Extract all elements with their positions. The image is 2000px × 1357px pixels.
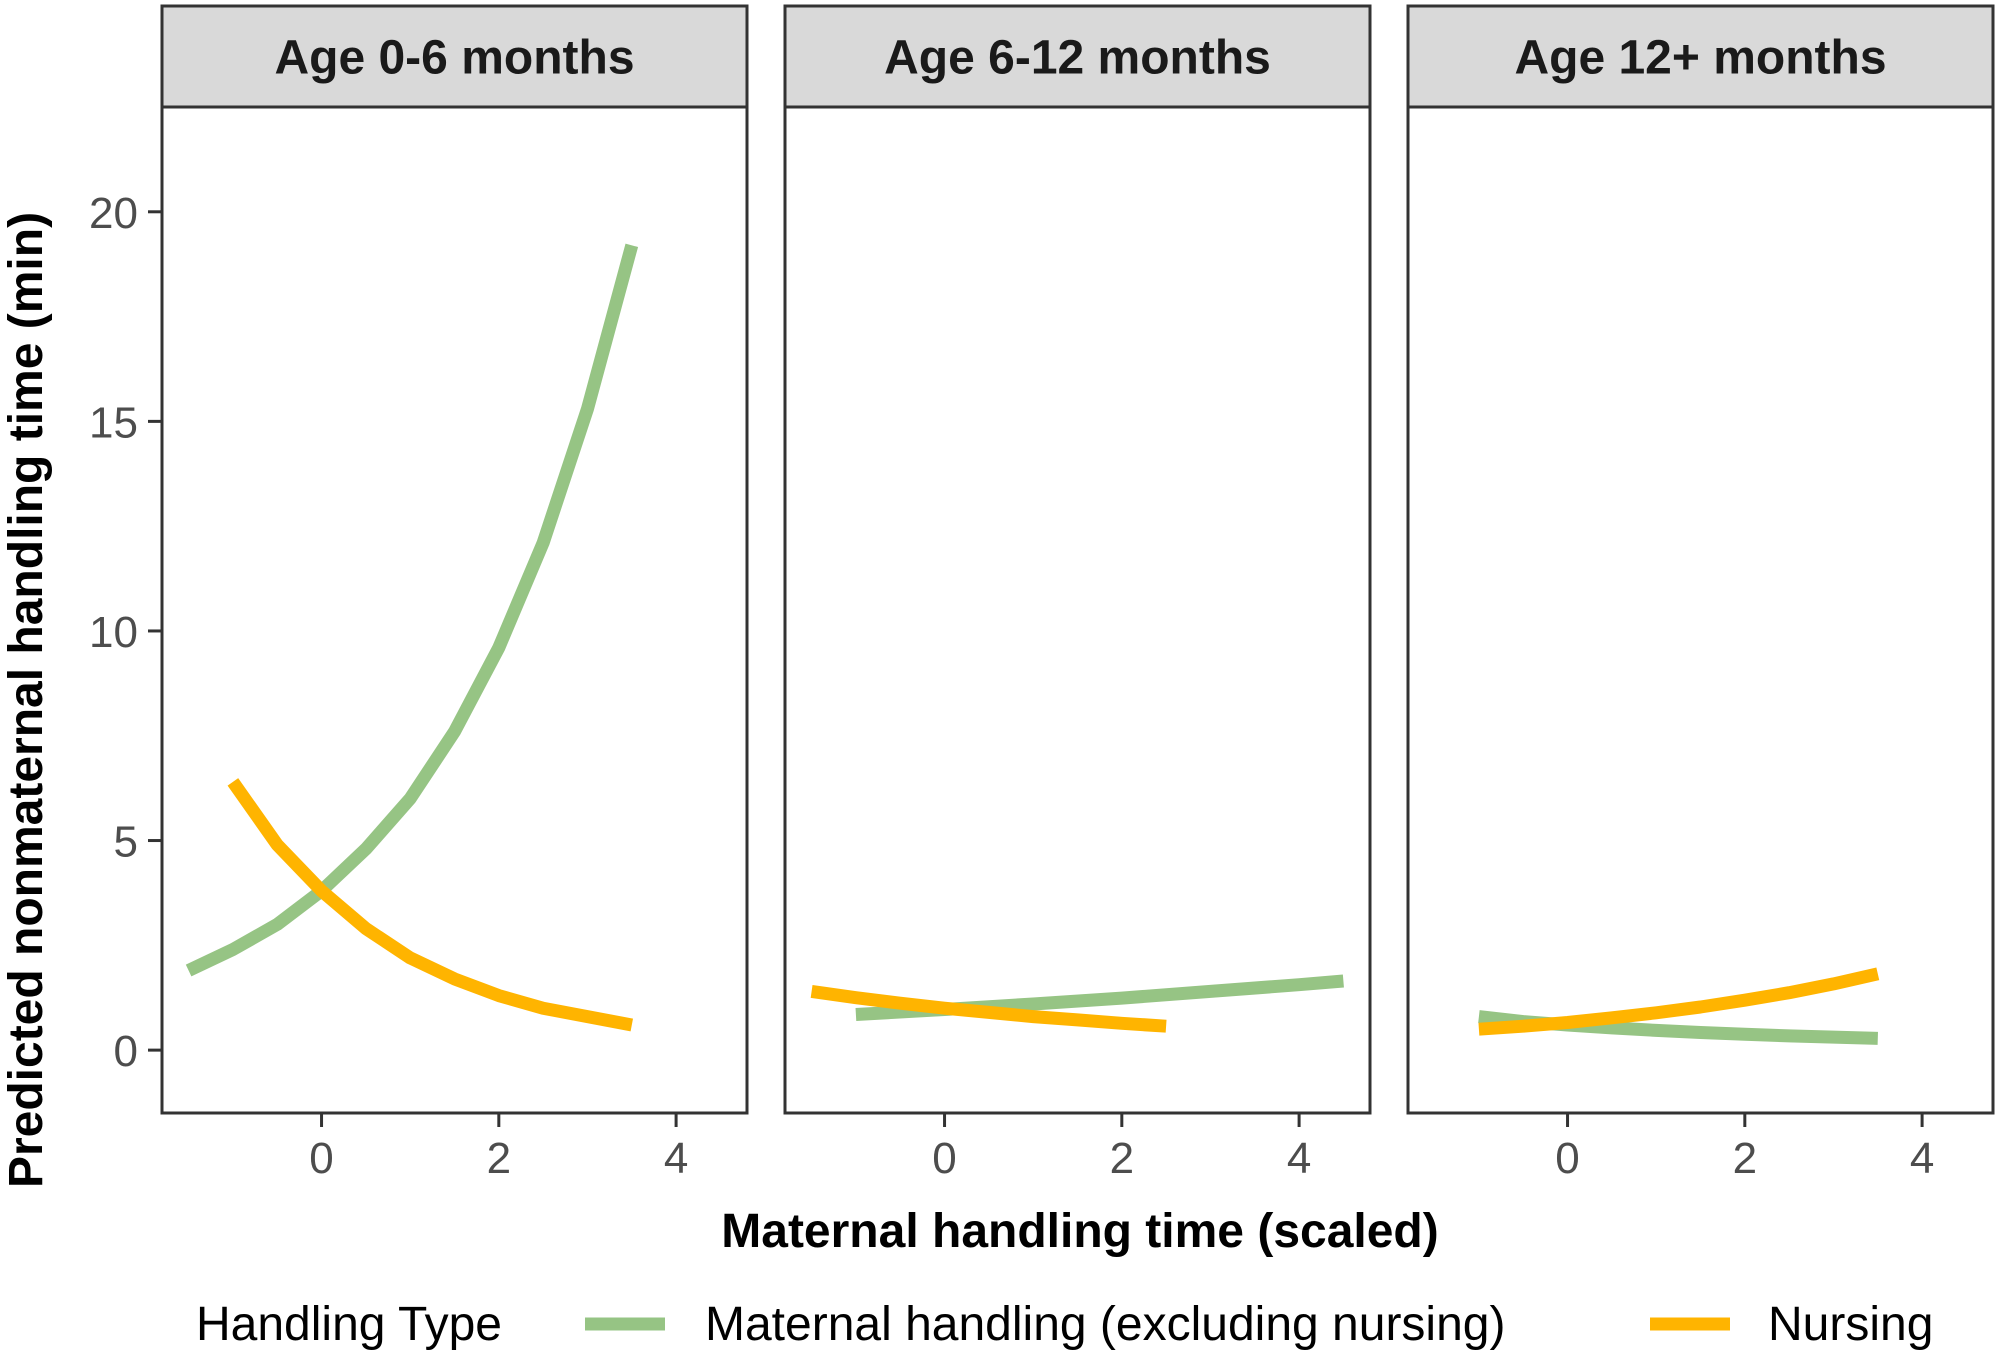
strip-background	[783, 4, 1372, 109]
x-tick-label: 0	[309, 1134, 333, 1183]
y-tick-label: 0	[114, 1027, 138, 1076]
legend-title: Handling Type	[196, 1298, 502, 1351]
x-tick-label: 4	[1910, 1134, 1934, 1183]
series-group	[185, 243, 639, 1032]
strip-label: Age 6-12 months	[884, 32, 1271, 85]
x-axis-title: Maternal handling time (scaled)	[721, 1205, 1438, 1258]
y-tick-label: 5	[114, 818, 138, 867]
x-tick-label: 2	[487, 1134, 511, 1183]
series-line-nursing	[227, 778, 634, 1032]
legend: Handling Type Maternal handling (excludi…	[196, 1298, 1933, 1351]
y-axis-title: Predicted nonmaternal handling time (min…	[0, 212, 53, 1188]
series-line-nursing	[810, 984, 1167, 1033]
x-tick-label: 0	[932, 1134, 956, 1183]
y-axis: 0 5 10 15 20	[89, 189, 162, 1076]
panel-border	[1406, 105, 1995, 1115]
y-tick-label: 20	[89, 189, 138, 238]
panel-age-6-12-months: Age 6-12 months 0 2 4	[783, 4, 1372, 1183]
plot-background	[1408, 107, 1993, 1113]
plot-background	[162, 107, 747, 1113]
panel-border	[160, 105, 749, 1115]
x-tick-label: 4	[664, 1134, 688, 1183]
panel-border	[783, 105, 1372, 1115]
x-tick-label: 0	[1555, 1134, 1579, 1183]
x-tick-label: 2	[1110, 1134, 1134, 1183]
x-tick-label: 2	[1733, 1134, 1757, 1183]
panel-age-12-months: Age 12+ months 0 2 4	[1406, 4, 1995, 1183]
panel-age-0-6-months: Age 0-6 months 0 2 4	[160, 4, 749, 1183]
strip-background	[160, 4, 749, 109]
legend-label-nursing: Nursing	[1768, 1298, 1933, 1351]
series-line-nursing	[1478, 967, 1880, 1036]
legend-label-maternal-handling: Maternal handling (excluding nursing)	[705, 1298, 1505, 1351]
x-tick-label: 4	[1287, 1134, 1311, 1183]
plot-background	[785, 107, 1370, 1113]
series-group	[1478, 967, 1880, 1045]
series-group	[810, 974, 1344, 1033]
strip-label: Age 0-6 months	[274, 32, 634, 85]
y-tick-label: 15	[89, 398, 138, 447]
strip-background	[1406, 4, 1995, 109]
strip-label: Age 12+ months	[1514, 32, 1886, 85]
y-tick-label: 10	[89, 608, 138, 657]
series-line-maternal-handling-excluding-nursing	[185, 243, 639, 977]
